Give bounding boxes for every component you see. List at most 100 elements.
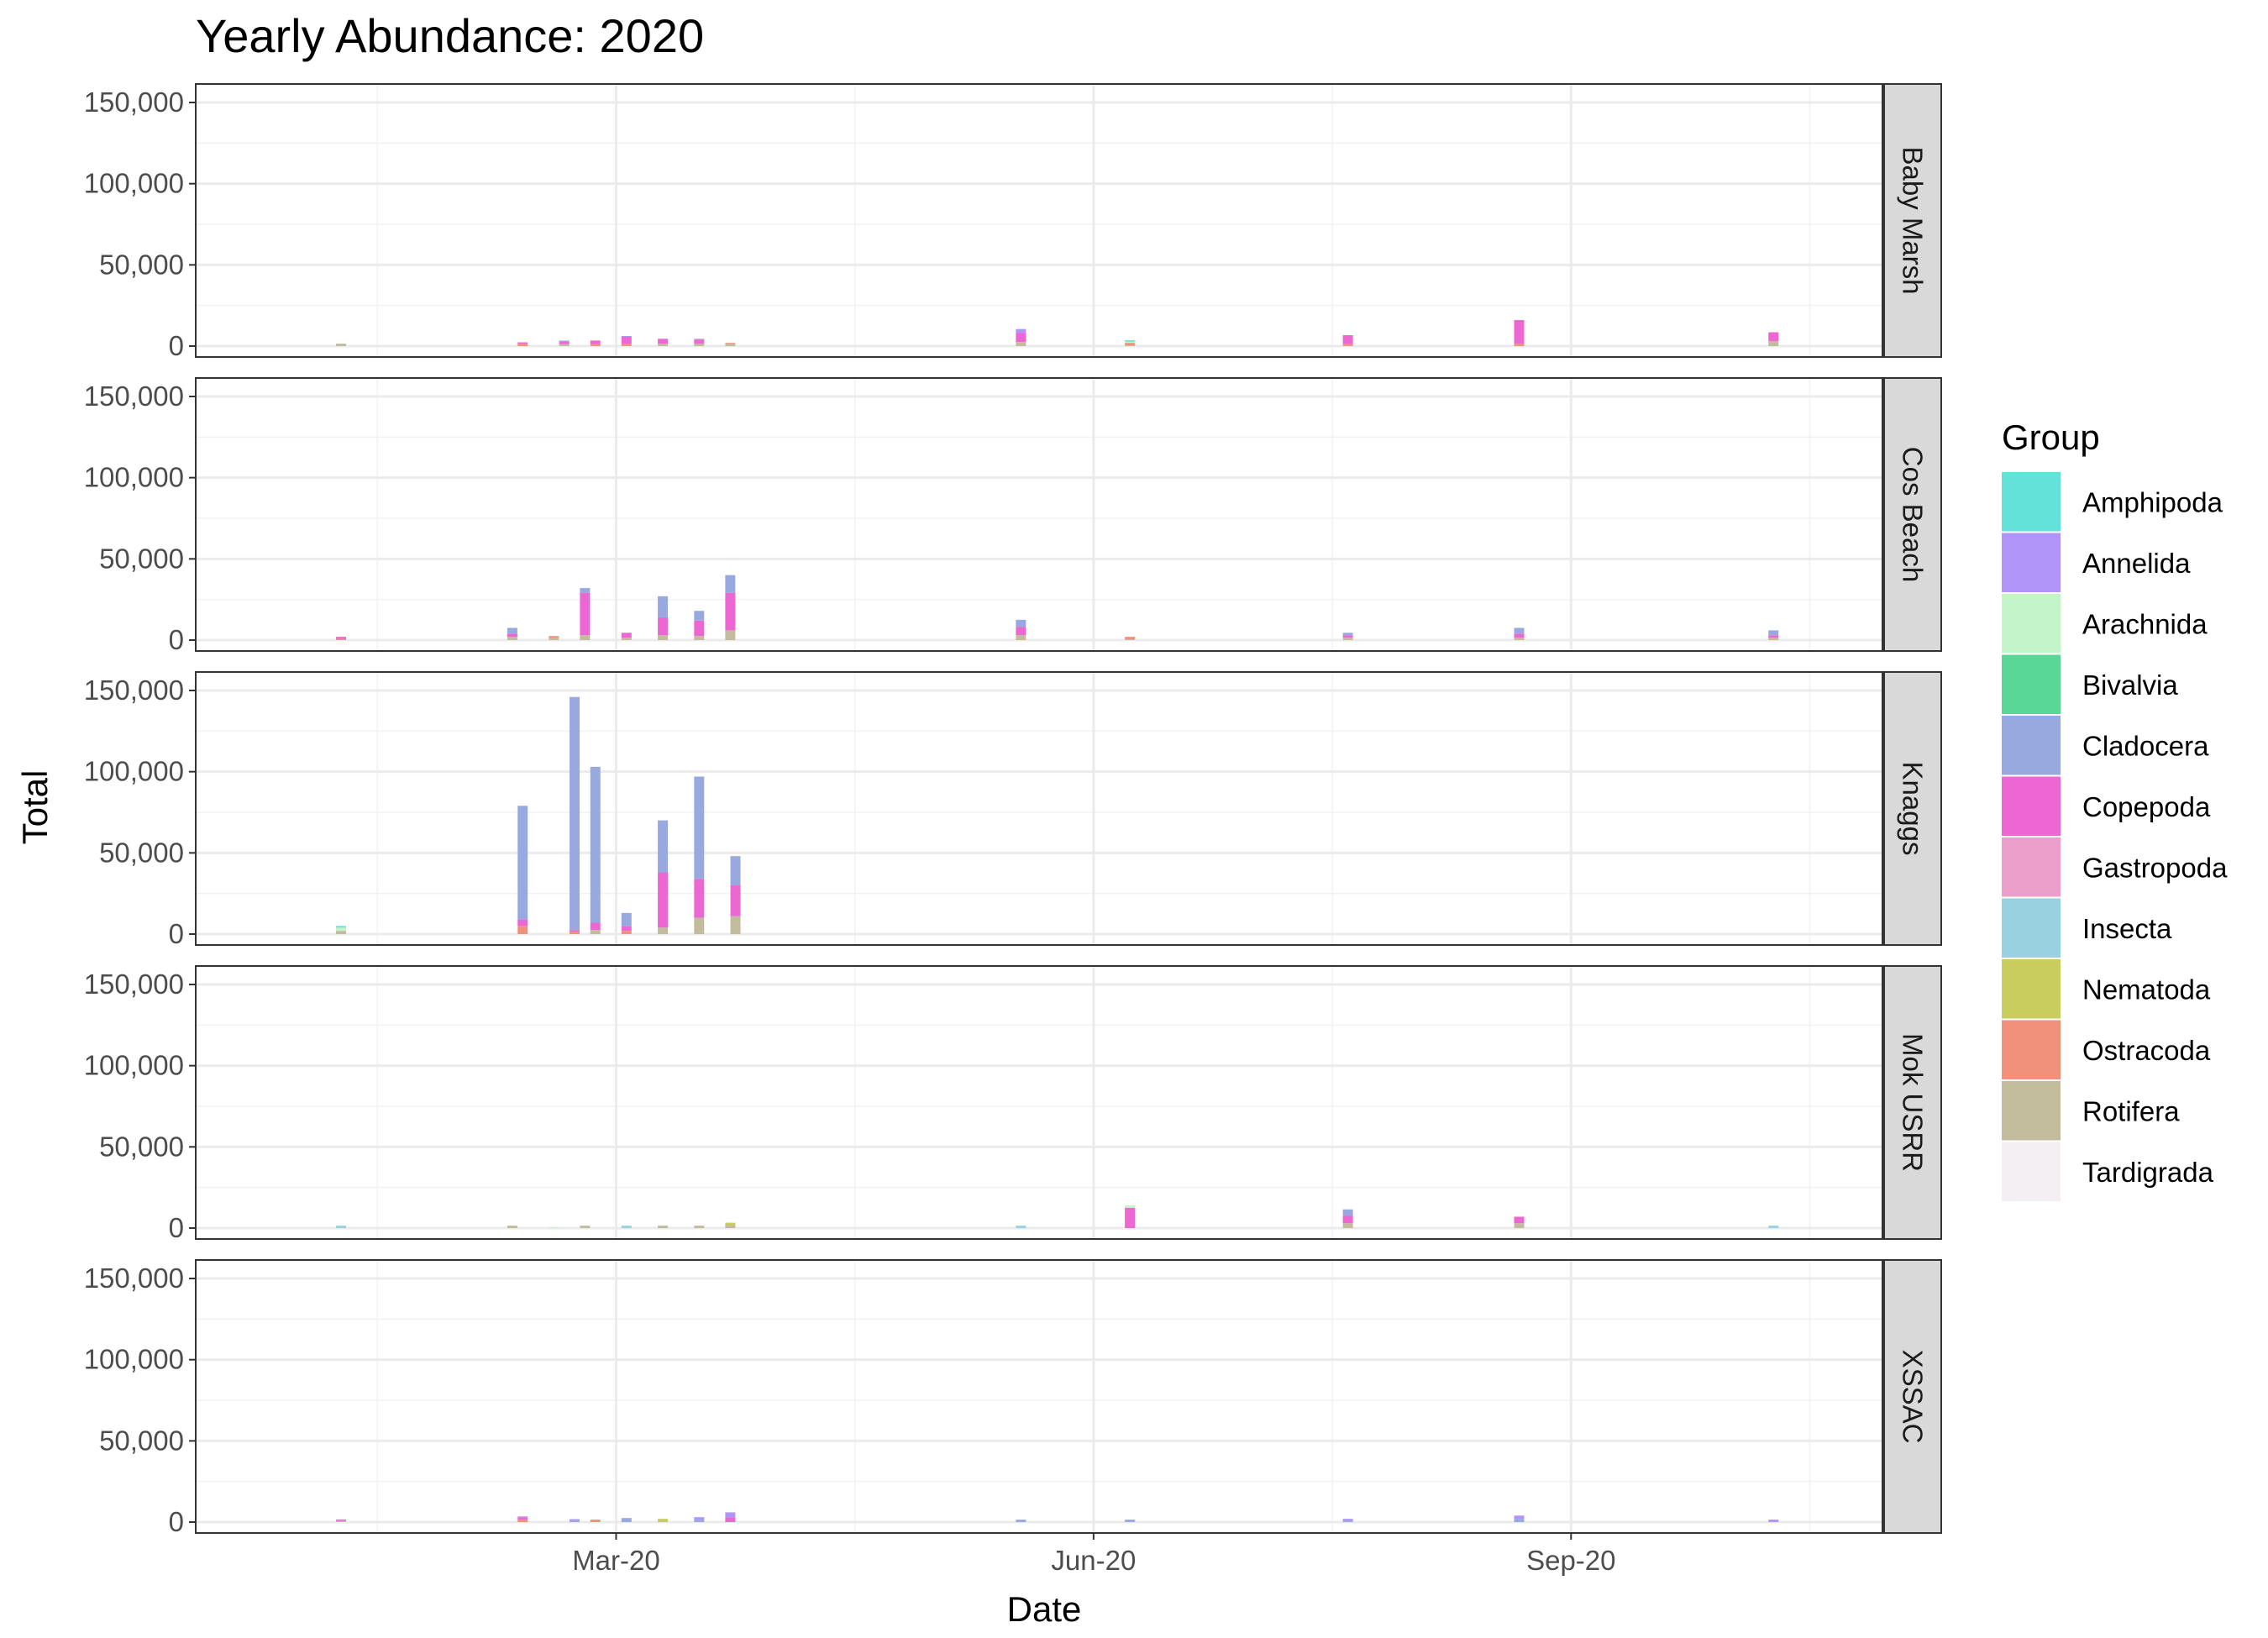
legend-key-gastropoda <box>2002 837 2061 897</box>
legend-label-cladocera: Cladocera <box>2082 730 2209 761</box>
facet-label-baby-marsh: Baby Marsh <box>1898 146 1929 294</box>
bar-segment-annelida <box>694 1517 705 1520</box>
bar-segment-cladocera <box>590 766 601 923</box>
bar-segment-cladocera <box>1514 1519 1525 1522</box>
bar-segment-copepoda <box>658 617 669 636</box>
bar-segment-copepoda <box>1768 635 1779 638</box>
panel-background <box>196 84 1882 357</box>
bar-segment-cladocera <box>517 806 528 920</box>
y-tick-label: 0 <box>169 918 184 949</box>
bar-segment-cladocera <box>621 912 632 927</box>
bar-segment-copepoda <box>335 637 346 639</box>
y-tick-label: 50,000 <box>99 1425 184 1456</box>
facet-knaggs: 0 50,000 100,000 150,000 Knaggs <box>84 671 1942 949</box>
facet-strip <box>1883 83 1942 358</box>
bar-segment-cladocera <box>1016 619 1026 627</box>
bar-segment-ostracoda <box>1125 637 1136 640</box>
y-tick-label: 50,000 <box>99 1131 184 1162</box>
bar-segment-cladocera <box>694 611 705 621</box>
bar-segment-rotifera <box>507 1226 517 1228</box>
bar-segment-ostracoda <box>1342 344 1353 346</box>
bar-segment-copepoda <box>507 633 517 638</box>
bar-segment-rotifera <box>658 1521 669 1522</box>
legend-label-copepoda: Copepoda <box>2082 791 2211 822</box>
legend-label-amphipoda: Amphipoda <box>2082 486 2223 517</box>
bar-segment-annelida <box>1514 1515 1525 1520</box>
bar-segment-rotifera <box>725 630 736 640</box>
legend-item-cladocera: Cladocera <box>2002 716 2209 775</box>
legend-key-annelida <box>2002 533 2061 592</box>
bar-segment-copepoda <box>1768 332 1779 342</box>
bar-segment-copepoda <box>580 592 591 636</box>
bar-segment-annelida <box>517 1516 528 1518</box>
y-tick-label: 100,000 <box>84 1344 184 1375</box>
bar-segment-copepoda <box>658 339 669 344</box>
bar-segment-copepoda <box>621 336 632 344</box>
facet-label-xssac: XSSAC <box>1898 1350 1929 1444</box>
legend-key-copepoda <box>2002 776 2061 836</box>
bar-segment-cladocera <box>1514 627 1525 634</box>
bar-segment-rotifera <box>1016 635 1026 640</box>
bar-segment-ostracoda <box>590 344 601 346</box>
bar-segment-arachnida <box>335 927 346 932</box>
bar-segment-cladocera <box>580 588 591 593</box>
legend-item-arachnida: Arachnida <box>2002 594 2208 654</box>
bar-segment-ostracoda <box>517 344 528 346</box>
bar-segment-rotifera <box>725 1225 736 1228</box>
bar-segment-cladocera <box>570 696 580 931</box>
bar-segment-rotifera <box>658 1226 669 1228</box>
bar-segment-rotifera <box>580 635 591 640</box>
y-tick-label: 0 <box>169 1212 184 1243</box>
y-tick-label: 150,000 <box>84 381 184 412</box>
y-tick-label: 150,000 <box>84 1263 184 1294</box>
bar-segment-cladocera <box>1342 633 1353 636</box>
legend-title: Group <box>2002 417 2100 457</box>
bar-segment-arachnida <box>1125 1205 1136 1208</box>
y-tick-label: 0 <box>169 1506 184 1537</box>
bar-segment-copepoda <box>1342 635 1353 638</box>
bar-segment-copepoda <box>658 872 669 928</box>
bar-segment-rotifera <box>590 930 601 934</box>
panel-background <box>196 1260 1882 1533</box>
bar-segment-ostracoda <box>1125 343 1136 346</box>
bar-segment-gastropoda <box>335 1520 346 1522</box>
legend-item-gastropoda: Gastropoda <box>2002 837 2228 897</box>
panel-border <box>195 1259 1883 1534</box>
bar-segment-copepoda <box>517 1517 528 1520</box>
bar-segment-rotifera <box>1514 638 1525 640</box>
bar-segment-copepoda <box>694 879 705 918</box>
bar-segment-rotifera <box>1514 1223 1525 1228</box>
facet-mok-usrr: 0 50,000 100,000 150,000 Mok USRR <box>84 965 1942 1243</box>
bar-segment-insecta <box>621 1226 632 1228</box>
bar-segment-arachnida <box>549 1227 559 1228</box>
legend-item-amphipoda: Amphipoda <box>2002 472 2223 532</box>
bar-segment-copepoda <box>621 926 632 932</box>
bar-segment-cladocera <box>1342 1520 1353 1522</box>
bar-segment-cladocera <box>694 1520 705 1522</box>
panel-background <box>196 378 1882 651</box>
facet-xssac: 0 50,000 100,000 150,000 XSSAC <box>84 1259 1942 1537</box>
y-tick-label: 100,000 <box>84 756 184 787</box>
legend-key-amphipoda <box>2002 472 2061 532</box>
bar-segment-copepoda <box>590 922 601 931</box>
legend-key-ostracoda <box>2002 1020 2061 1079</box>
bar-segment-insecta <box>335 1226 346 1228</box>
legend-label-tardigrada: Tardigrada <box>2082 1157 2214 1188</box>
bar-segment-copepoda <box>1514 1216 1525 1224</box>
bar-segment-copepoda <box>559 341 570 344</box>
bar-segment-rotifera <box>549 638 559 640</box>
bar-segment-copepoda <box>1016 333 1026 343</box>
bar-segment-annelida <box>725 1512 736 1518</box>
bar-segment-rotifera <box>1342 1223 1353 1228</box>
bar-segment-rotifera <box>694 344 705 346</box>
bar-segment-rotifera <box>658 927 669 934</box>
bar-segment-rotifera <box>1768 638 1779 640</box>
panel-border <box>195 377 1883 652</box>
bar-segment-ostracoda <box>621 344 632 346</box>
legend-label-arachnida: Arachnida <box>2082 608 2208 639</box>
legend-label-gastropoda: Gastropoda <box>2082 852 2228 883</box>
bar-segment-insecta <box>1016 1226 1026 1228</box>
facet-panels: 0 50,000 100,000 150,000 Baby Marsh 0 50,000 10… <box>84 83 1942 1576</box>
bar-segment-rotifera <box>658 344 669 346</box>
bar-segment-cladocera <box>658 596 669 617</box>
